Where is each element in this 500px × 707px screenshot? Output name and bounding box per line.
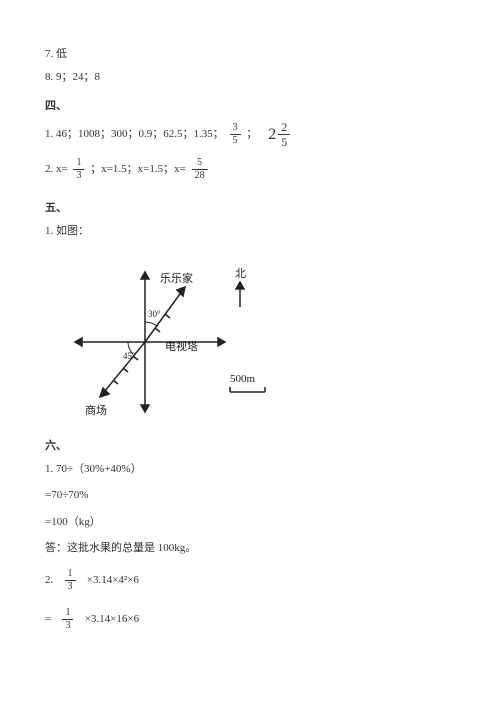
q2-frac1-num: 1 — [73, 158, 84, 170]
s6-q2-rest: ×3.14×4²×6 — [87, 574, 139, 586]
s6-q1-ans: 答：这批水果的总量是 100kg。 — [45, 540, 455, 557]
label-angle30: 30° — [148, 309, 161, 319]
q1-prefix: 1. 46；1008；300；0.9；62.5；1.35； — [45, 128, 224, 140]
s6-q2-prefix: 2. — [45, 574, 53, 586]
q1-mixed-den: 5 — [278, 135, 290, 148]
q2-frac2-den: 28 — [192, 170, 208, 181]
s6-q1-l3: =100（kg） — [45, 514, 455, 531]
label-lele: 乐乐家 — [160, 271, 193, 285]
s6-q1-l1: 1. 70÷（30%+40%） — [45, 461, 455, 478]
s6-q2: 2. 1 3 ×3.14×4²×6 — [45, 569, 455, 592]
q2-frac2-num: 5 — [192, 158, 208, 170]
section-6-title: 六、 — [45, 437, 455, 453]
answer-7: 7. 低 — [45, 46, 455, 63]
label-scale: 500m — [230, 373, 256, 385]
label-north: 北 — [235, 267, 246, 280]
q2-frac1-den: 3 — [73, 170, 84, 181]
s6-q2b-frac-num: 1 — [62, 608, 73, 620]
section-5-title: 五、 — [45, 199, 455, 215]
q1-mixed-frac: 2 5 — [278, 121, 290, 148]
s6-q2-frac: 1 3 — [65, 569, 76, 592]
q1-sep: ； — [246, 128, 257, 140]
s6-q2b: = 1 3 ×3.14×16×6 — [45, 608, 455, 631]
q1-frac1: 3 5 — [230, 123, 241, 146]
s6-q2b-rest: ×3.14×16×6 — [85, 613, 139, 625]
section-4-q2: 2. x= 1 3 ；x=1.5；x=1.5；x= 5 28 — [45, 158, 455, 181]
diagram: 乐乐家 北 电视塔 商场 500m 30° 45° — [65, 252, 455, 425]
section-5-q1: 1. 如图： — [45, 223, 455, 240]
s6-q2-frac-num: 1 — [65, 569, 76, 581]
label-tower: 电视塔 — [165, 339, 198, 353]
s6-q2b-frac: 1 3 — [62, 608, 73, 631]
q1-frac1-den: 5 — [230, 135, 241, 146]
q1-mixed-whole: 2 — [268, 123, 276, 147]
q2-prefix: 2. x= — [45, 163, 68, 175]
s6-q2b-frac-den: 3 — [62, 620, 73, 631]
label-market: 商场 — [85, 403, 107, 417]
section-4-title: 四、 — [45, 97, 455, 113]
section-4-q1: 1. 46；1008；300；0.9；62.5；1.35； 3 5 ； 2 2 … — [45, 121, 455, 148]
q2-mid: ；x=1.5；x=1.5；x= — [90, 163, 186, 175]
s6-q1-l2: =70÷70% — [45, 487, 455, 504]
s6-q2b-prefix: = — [45, 613, 51, 625]
q2-frac2: 5 28 — [192, 158, 208, 181]
q2-frac1: 1 3 — [73, 158, 84, 181]
compass-diagram-svg: 乐乐家 北 电视塔 商场 500m 30° 45° — [65, 252, 295, 422]
label-angle45: 45° — [123, 351, 136, 361]
s6-q2-frac-den: 3 — [65, 581, 76, 592]
answer-8: 8. 9；24；8 — [45, 69, 455, 86]
q1-mixed-num: 2 — [278, 121, 290, 135]
q1-frac1-num: 3 — [230, 123, 241, 135]
page: 7. 低 8. 9；24；8 四、 1. 46；1008；300；0.9；62.… — [0, 0, 500, 657]
